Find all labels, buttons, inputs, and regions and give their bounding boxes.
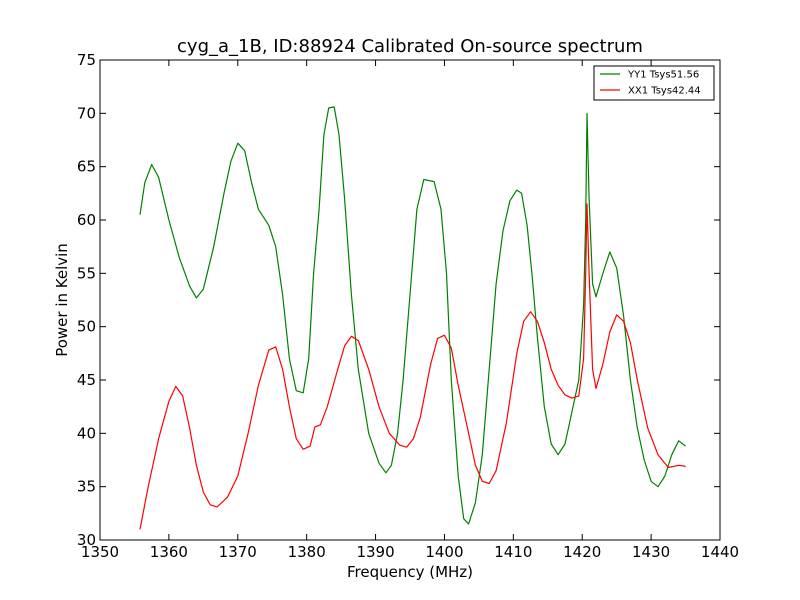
x-tick-label-5: 1400: [425, 543, 463, 561]
legend-box: [593, 65, 715, 101]
y-tick-label-6: 60: [77, 211, 96, 229]
x-axis-title: Frequency (MHz): [347, 563, 473, 581]
x-tick-label-9: 1440: [701, 543, 739, 561]
chart-title: cyg_a_1B, ID:88924 Calibrated On-source …: [177, 36, 643, 57]
x-tick-label-6: 1410: [494, 543, 532, 561]
y-tick-label-4: 50: [77, 318, 96, 336]
series-line-1: [139, 203, 686, 530]
legend: YY1 Tsys51.56 XX1 Tsys42.44: [593, 65, 715, 101]
y-tick-label-3: 45: [77, 371, 96, 389]
y-axis-title: Power in Kelvin: [53, 243, 71, 357]
x-tick-label-2: 1370: [219, 543, 257, 561]
plot-frame: [99, 59, 721, 541]
x-tick-label-4: 1390: [356, 543, 394, 561]
y-tick-label-2: 40: [77, 424, 96, 442]
y-tick-label-5: 55: [77, 264, 96, 282]
x-tick-label-1: 1360: [150, 543, 188, 561]
x-tick-label-7: 1420: [563, 543, 601, 561]
y-tick-label-7: 65: [77, 158, 96, 176]
series-line-0: [139, 106, 686, 525]
y-tick-label-9: 75: [77, 51, 96, 69]
x-tick-label-0: 1350: [81, 543, 119, 561]
y-axis-ticks: 30 35 40 45 50 55 60 65 70 75: [77, 51, 720, 549]
legend-label-yy1: YY1 Tsys51.56: [627, 70, 699, 81]
x-tick-label-8: 1430: [632, 543, 670, 561]
legend-label-xx1: XX1 Tsys42.44: [628, 86, 701, 97]
x-tick-label-3: 1380: [288, 543, 326, 561]
y-tick-label-0: 30: [77, 531, 96, 549]
series-layer: [139, 106, 686, 530]
x-axis-ticks: 1350 1360 1370 1380 1390 1400 1410 1420 1430 1440: [81, 60, 739, 561]
y-tick-label-8: 70: [77, 104, 96, 122]
y-tick-label-1: 35: [77, 478, 96, 496]
